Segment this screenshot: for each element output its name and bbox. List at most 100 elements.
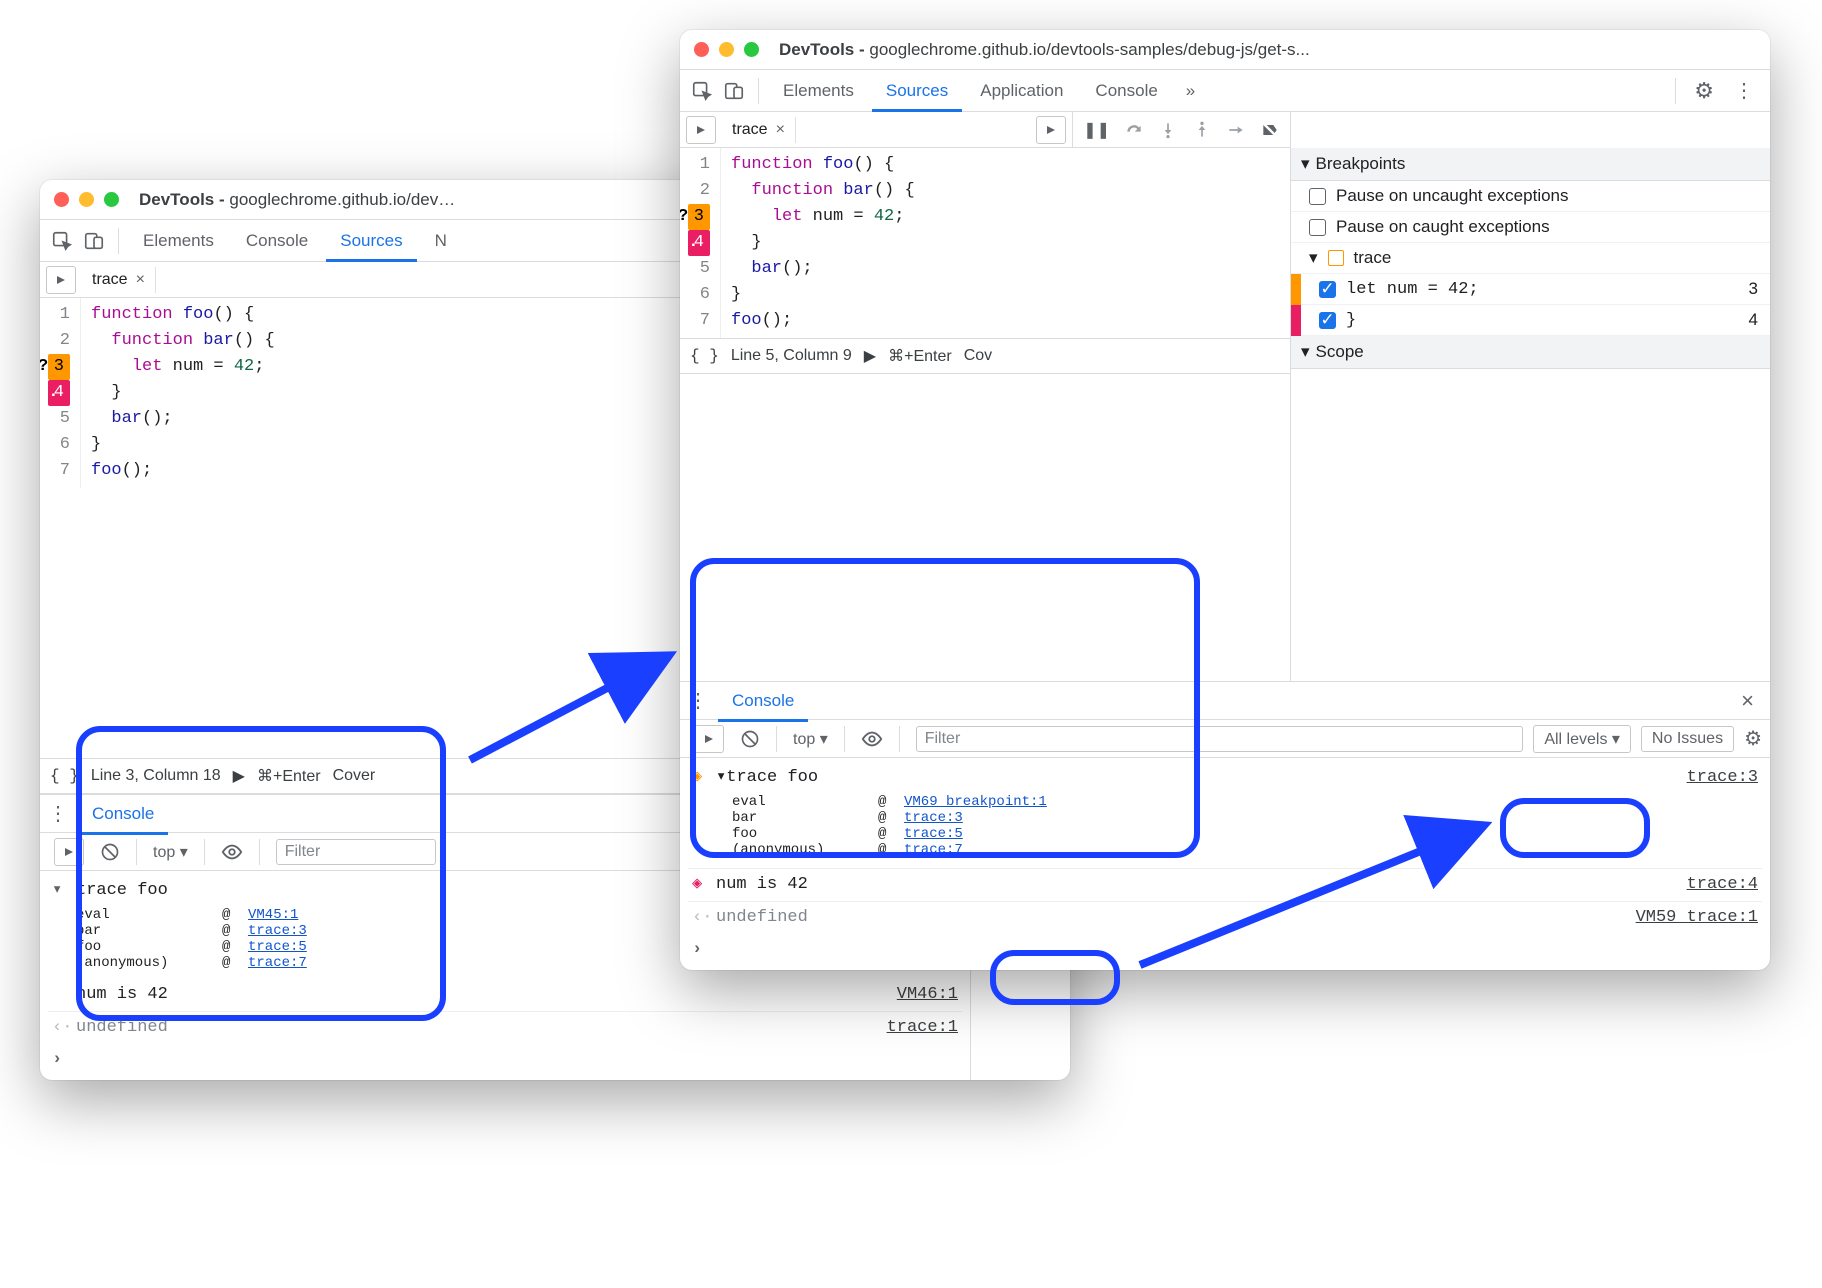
braces-icon[interactable]: { } [50,767,79,785]
tab-elements[interactable]: Elements [129,220,228,262]
stack-location-link[interactable]: VM69 breakpoint:1 [904,794,1762,810]
tab-console[interactable]: Console [1081,70,1171,112]
stack-location-link[interactable]: trace:7 [904,842,1762,858]
settings-icon[interactable]: ⚙ [1744,726,1762,751]
console-body: ◈▾trace foo trace:3 eval@VM69 breakpoint… [680,758,1770,970]
step-icon[interactable] [1226,120,1246,140]
stack-at: @ [222,955,242,971]
bp-item[interactable]: ✓let num = 42;3 [1291,274,1770,305]
code-editor[interactable]: 12?3..4567 function foo() { function bar… [680,148,1290,338]
stack-fn: bar [732,810,872,826]
close-drawer-icon[interactable]: × [1741,688,1762,714]
drawer-menu-icon[interactable]: ⋮ [688,688,708,713]
traffic-lights[interactable] [54,192,119,207]
step-out-icon[interactable] [1192,120,1212,140]
checkbox-icon[interactable]: ✓ [1319,312,1336,329]
checkbox-icon[interactable]: ✓ [1319,281,1336,298]
filter-input[interactable]: Filter [276,839,436,865]
settings-icon[interactable]: ⚙ [1686,78,1722,104]
context-selector[interactable]: top ▾ [793,729,828,749]
execution-context-icon[interactable] [54,838,84,866]
stack-fn: eval [76,907,216,923]
execution-context-icon[interactable] [694,725,724,753]
breakpoints-header[interactable]: ▾Breakpoints [1291,148,1770,181]
inspect-icon[interactable] [688,80,716,102]
eye-icon[interactable] [861,728,883,750]
console-row-msg: ◈num is 42 trace:4 [688,868,1762,901]
kebab-icon[interactable]: ⋮ [1726,78,1762,103]
pause-icon[interactable]: ❚❚ [1083,120,1110,140]
gutter[interactable]: 12?3..4567 [680,148,721,338]
stack-location-link[interactable]: trace:3 [904,810,1762,826]
run-snippet[interactable] [1036,116,1066,144]
drawer-menu-icon[interactable]: ⋮ [48,801,68,826]
console-row-trace[interactable]: ◈▾trace foo trace:3 [688,762,1762,794]
traffic-lights[interactable] [694,42,759,57]
stack-fn: foo [76,939,216,955]
console-prompt-row[interactable]: › [688,934,1762,966]
title-prefix: DevTools - [779,40,869,59]
titlebar: DevTools - googlechrome.github.io/devtoo… [680,30,1770,70]
checkbox-icon[interactable] [1309,188,1326,205]
stack-fn: foo [732,826,872,842]
bp-file-group[interactable]: ▾trace [1291,243,1770,274]
checkbox-icon[interactable] [1309,219,1326,236]
gutter[interactable]: 12?3..4567 [40,298,81,488]
issues-button[interactable]: No Issues [1641,726,1734,752]
pause-uncaught[interactable]: Pause on uncaught exceptions [1291,181,1770,212]
close-icon[interactable]: × [776,121,785,139]
log-levels[interactable]: All levels ▾ [1533,725,1631,753]
step-into-icon[interactable] [1158,120,1178,140]
stack-at: @ [222,907,242,923]
title-url: googlechrome.github.io/dev… [229,190,455,209]
source-link[interactable]: trace:4 [1687,873,1758,897]
tab-sources[interactable]: Sources [326,220,416,262]
device-icon[interactable] [80,230,108,252]
context-selector[interactable]: top ▾ [153,842,188,862]
braces-icon[interactable]: { } [690,347,719,365]
coverage-label[interactable]: Cover [333,767,376,785]
source-link[interactable]: VM59 trace:1 [1636,906,1758,930]
source-link-trace[interactable]: trace:1 [887,1016,958,1040]
debugger-toolbar: ❚❚ [1072,112,1290,148]
eye-icon[interactable] [221,841,243,863]
tab-application[interactable]: Application [966,70,1077,112]
title-url: googlechrome.github.io/devtools-samples/… [869,40,1309,59]
console-controls: top ▾ Filter All levels ▾ No Issues ⚙ [680,720,1770,758]
inspect-icon[interactable] [48,230,76,252]
scope-header[interactable]: ▾Scope [1291,336,1770,369]
stack-at: @ [878,794,898,810]
clear-console-icon[interactable] [100,842,120,862]
play-icon[interactable]: ▶ [233,766,245,786]
debugger-sidebar: ▾Breakpoints Pause on uncaught exception… [1290,112,1770,681]
source-link-vm[interactable]: VM46:1 [897,983,958,1007]
stack-at: @ [878,826,898,842]
panel-tabs: Elements Sources Application Console » ⚙… [680,70,1770,112]
filter-input[interactable]: Filter [916,726,1524,752]
source-link[interactable]: trace:3 [1687,766,1758,790]
tab-console-drawer[interactable]: Console [718,680,808,722]
stack-location-link[interactable]: trace:5 [904,826,1762,842]
tab-console-drawer[interactable]: Console [78,793,168,835]
file-tab-trace[interactable]: trace× [722,117,796,143]
coverage-label[interactable]: Cov [964,347,992,365]
file-tab-trace[interactable]: trace× [82,267,156,293]
navigator-toggle[interactable] [686,116,716,144]
tab-sources[interactable]: Sources [872,70,962,112]
tab-elements[interactable]: Elements [769,70,868,112]
step-over-icon[interactable] [1124,120,1144,140]
close-icon[interactable]: × [136,271,145,289]
cursor-position: Line 3, Column 18 [91,767,221,785]
pause-caught[interactable]: Pause on caught exceptions [1291,212,1770,243]
navigator-toggle[interactable] [46,266,76,294]
more-tabs-icon[interactable]: » [1176,81,1205,101]
play-icon[interactable]: ▶ [864,346,876,366]
tab-console[interactable]: Console [232,220,322,262]
bp-item[interactable]: ✓}4 [1291,305,1770,336]
deactivate-breakpoints-icon[interactable] [1260,120,1280,140]
shortcut-label: ⌘+Enter [257,766,321,786]
tab-next[interactable]: N [421,220,461,262]
console-prompt-row[interactable]: › [48,1044,962,1076]
clear-console-icon[interactable] [740,729,760,749]
device-icon[interactable] [720,80,748,102]
